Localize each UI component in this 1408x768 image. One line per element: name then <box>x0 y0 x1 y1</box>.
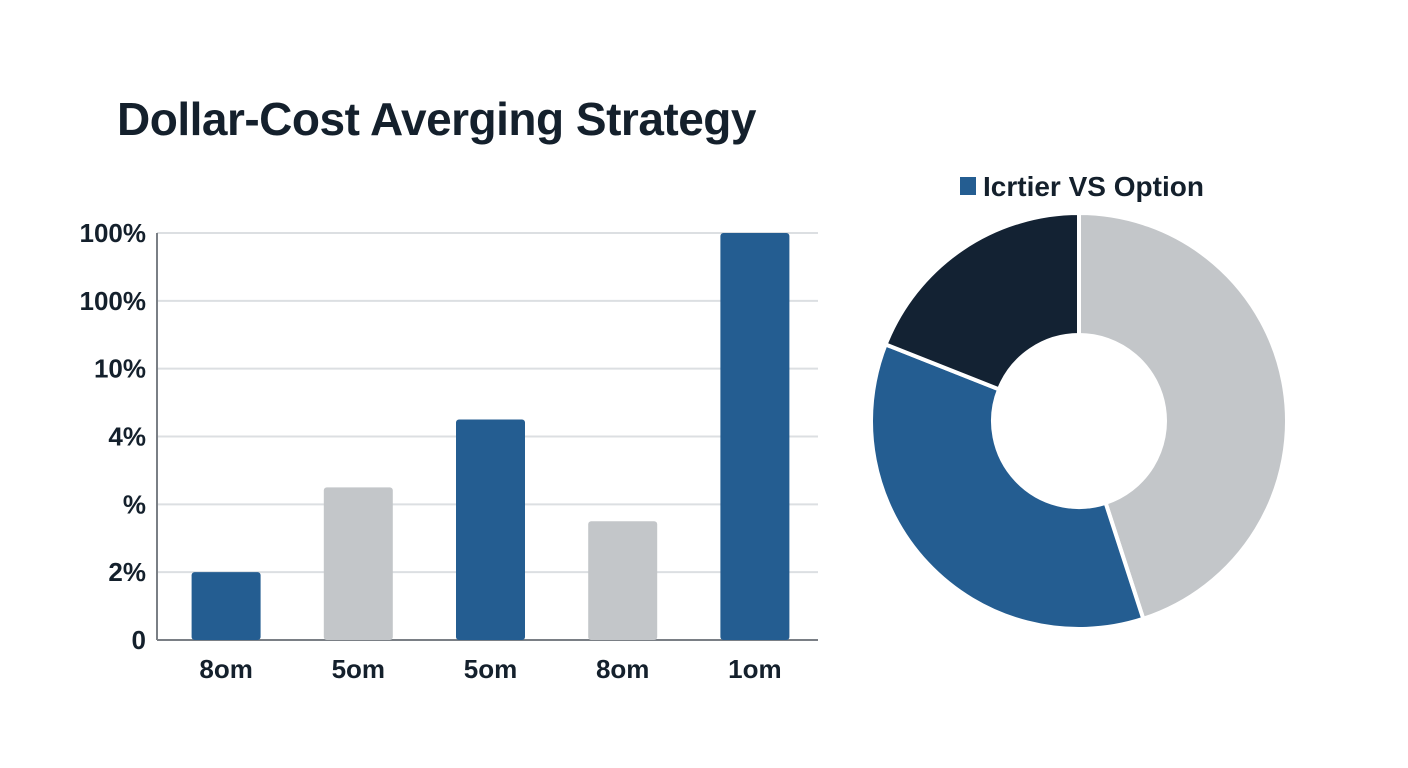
y-tick-label: 0 <box>132 625 146 655</box>
bar <box>456 419 525 640</box>
bar <box>720 233 790 640</box>
bar <box>191 572 261 640</box>
y-tick-label: 100% <box>80 218 147 248</box>
donut-chart: Icrtier VS Option <box>869 171 1289 631</box>
legend-swatch <box>960 177 976 195</box>
x-tick-label: 8om <box>199 654 252 684</box>
y-tick-label: 10% <box>94 354 146 384</box>
y-tick-label: 100% <box>80 286 147 316</box>
x-tick-label: 8om <box>596 654 649 684</box>
x-tick-label: 5om <box>332 654 385 684</box>
legend-label: Icrtier VS Option <box>983 171 1204 202</box>
donut-slice <box>883 210 1081 392</box>
bar <box>588 521 658 640</box>
donut-slice <box>1077 210 1289 622</box>
donut-slice <box>869 341 1146 631</box>
bar <box>323 487 393 640</box>
y-tick-label: % <box>123 489 146 519</box>
y-tick-label: 2% <box>108 557 146 587</box>
bar-chart: 0 2%% 4% 10% 100% 100% 8om 5om 5om 8om 1om <box>80 218 818 684</box>
page-title: Dollar-Cost Averging Strategy <box>117 93 756 145</box>
x-tick-label: 1om <box>728 654 781 684</box>
x-tick-label: 5om <box>464 654 517 684</box>
y-tick-label: 4% <box>108 422 146 452</box>
